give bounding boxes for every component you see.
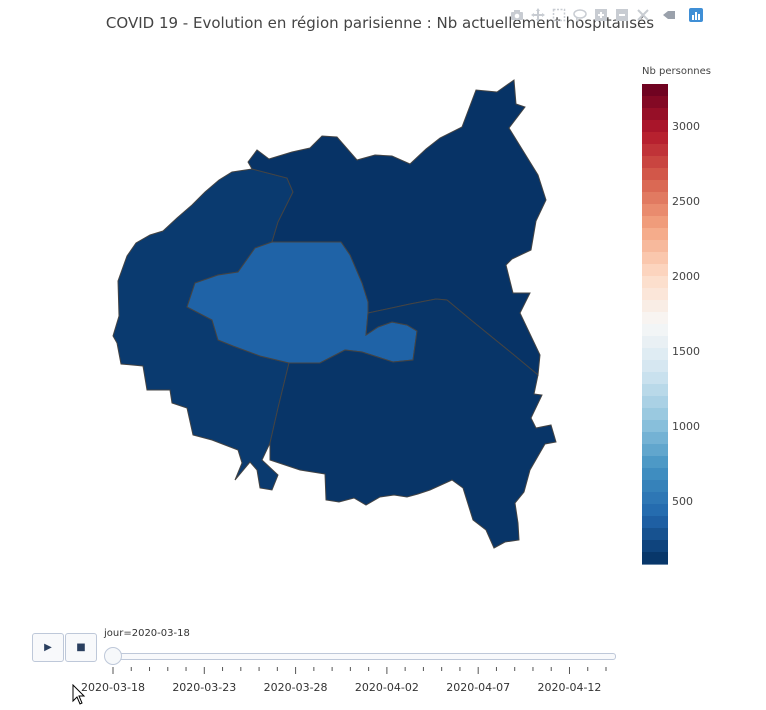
autoscale-icon[interactable] xyxy=(634,6,651,23)
colorbar-segment xyxy=(642,324,668,337)
stop-button[interactable]: ■ xyxy=(65,633,97,662)
pan-icon[interactable] xyxy=(529,6,546,23)
box-select-icon[interactable] xyxy=(550,6,567,23)
colorbar-title: Nb personnes xyxy=(642,66,711,77)
colorbar-segment xyxy=(642,108,668,121)
lasso-icon[interactable] xyxy=(571,6,588,23)
colorbar-tick-label: 500 xyxy=(672,495,693,508)
colorbar-segment xyxy=(642,552,668,565)
region-val-de-marne[interactable] xyxy=(269,298,557,549)
modebar xyxy=(508,6,704,24)
colorbar-segment xyxy=(642,300,668,313)
colorbar: 500 1000 1500 2000 2500 3000 xyxy=(642,84,700,565)
colorbar-segment xyxy=(642,528,668,541)
colorbar-tick-label: 2500 xyxy=(672,195,700,208)
colorbar-tick-label: 3000 xyxy=(672,120,700,133)
colorbar-segment xyxy=(642,372,668,385)
colorbar-segment xyxy=(642,240,668,253)
colorbar-segment xyxy=(642,408,668,421)
colorbar-segment xyxy=(642,216,668,229)
colorbar-segment xyxy=(642,312,668,325)
colorbar-segment xyxy=(642,540,668,553)
colorbar-segment xyxy=(642,264,668,277)
slider-grip[interactable] xyxy=(104,647,122,665)
colorbar-segment xyxy=(642,492,668,505)
colorbar-tick-label: 1500 xyxy=(672,345,700,358)
colorbar-segment xyxy=(642,336,668,349)
colorbar-segment xyxy=(642,348,668,361)
colorbar-segment xyxy=(642,444,668,457)
slider-current-label: jour=2020-03-18 xyxy=(104,628,190,639)
colorbar-segment xyxy=(642,192,668,205)
colorbar-segment xyxy=(642,288,668,301)
colorbar-segment xyxy=(642,84,668,97)
colorbar-tick-label: 1000 xyxy=(672,420,700,433)
stop-icon: ■ xyxy=(76,642,86,653)
colorbar-segment xyxy=(642,480,668,493)
colorbar-segment xyxy=(642,156,668,169)
colorbar-tick-label: 2000 xyxy=(672,270,700,283)
zoom-in-icon[interactable] xyxy=(592,6,609,23)
slider-track[interactable] xyxy=(106,653,616,660)
colorbar-segment xyxy=(642,516,668,529)
colorbar-segment xyxy=(642,420,668,433)
colorbar-segment xyxy=(642,132,668,145)
zoom-out-icon[interactable] xyxy=(613,6,630,23)
colorbar-segment xyxy=(642,168,668,181)
colorbar-segment xyxy=(642,456,668,469)
home-icon[interactable] xyxy=(655,6,683,23)
colorbar-segment xyxy=(642,432,668,445)
colorbar-segment xyxy=(642,96,668,109)
play-button[interactable]: ▶ xyxy=(32,633,64,662)
colorbar-segment xyxy=(642,252,668,265)
colorbar-segment xyxy=(642,144,668,157)
colorbar-segment xyxy=(642,180,668,193)
colorbar-segment xyxy=(642,504,668,517)
colorbar-segment xyxy=(642,276,668,289)
plotly-logo-icon[interactable] xyxy=(687,6,704,23)
colorbar-segment xyxy=(642,468,668,481)
play-icon: ▶ xyxy=(44,642,52,653)
colorbar-segment xyxy=(642,204,668,217)
colorbar-segment xyxy=(642,396,668,409)
colorbar-segment xyxy=(642,120,668,133)
mouse-cursor-icon xyxy=(72,684,86,705)
colorbar-segment xyxy=(642,228,668,241)
camera-icon[interactable] xyxy=(508,6,525,23)
colorbar-segment xyxy=(642,384,668,397)
colorbar-segment xyxy=(642,360,668,373)
